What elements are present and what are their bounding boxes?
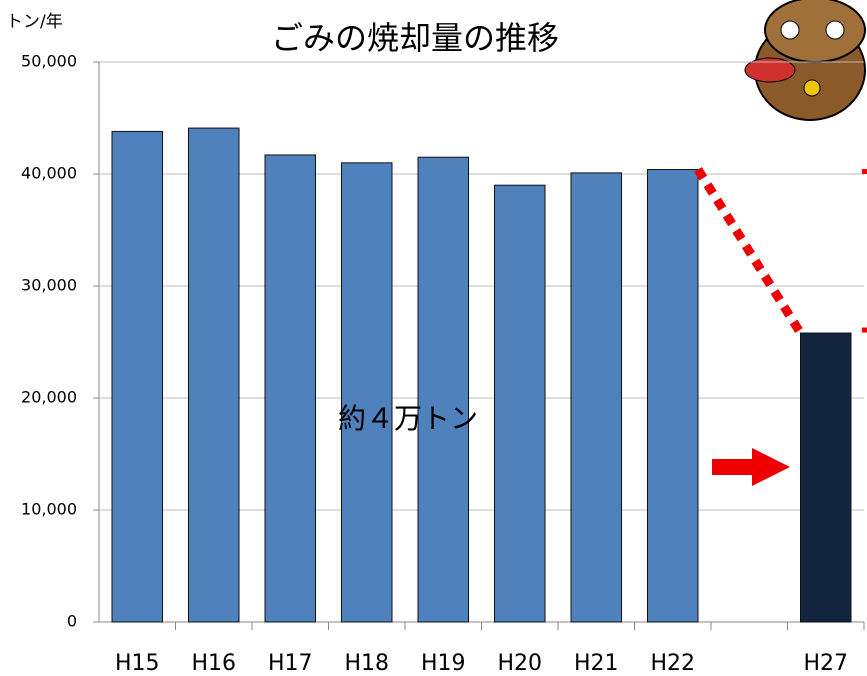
x-tick-label: H22: [650, 651, 695, 676]
x-tick-label: H21: [574, 651, 619, 676]
bar: [648, 170, 698, 622]
x-tick-label: H18: [344, 651, 389, 676]
x-tick-label: H16: [191, 651, 236, 676]
y-tick-label: 20,000: [21, 388, 77, 407]
x-tick-label: H17: [268, 651, 313, 676]
chart-title: ごみの焼却量の推移: [271, 19, 559, 57]
bar: [418, 157, 468, 622]
bar: [189, 128, 239, 622]
trend-line: [698, 170, 801, 334]
bar: [495, 185, 545, 622]
bar: [265, 155, 315, 622]
x-tick-label: H27: [803, 651, 848, 676]
bar: [571, 173, 621, 622]
y-unit: トン/年: [6, 12, 63, 32]
bar: [801, 333, 851, 622]
x-tick-label: H19: [421, 651, 466, 676]
bar: [112, 131, 162, 622]
mascot: [745, 0, 865, 120]
y-tick-label: 0: [67, 612, 77, 631]
arrow: [712, 448, 790, 486]
y-tick-label: 30,000: [21, 276, 77, 295]
y-tick-label: 50,000: [21, 52, 77, 71]
y-tick-label: 40,000: [21, 164, 77, 183]
chart: トン/年 ごみの焼却量の推移 0 10,000 20,000 30,000 40,000…: [0, 0, 867, 676]
annotation: 約４万トン: [338, 402, 478, 435]
y-tick-label: 10,000: [21, 500, 77, 519]
x-tick-label: H20: [497, 651, 542, 676]
x-tick-label: H15: [115, 651, 160, 676]
bar: [342, 163, 392, 622]
